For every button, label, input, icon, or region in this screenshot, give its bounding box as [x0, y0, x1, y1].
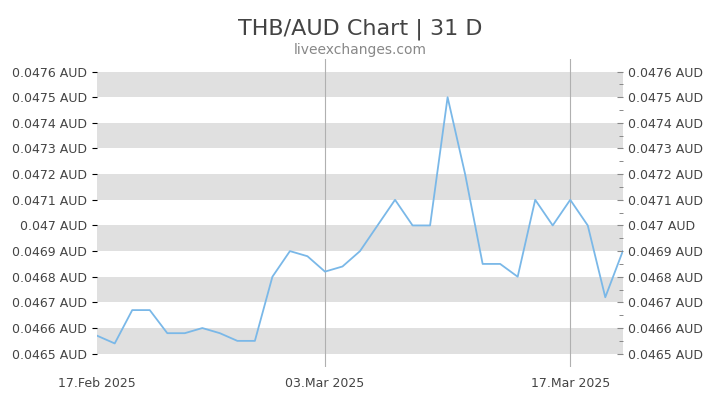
Bar [97, 328, 623, 354]
Bar [97, 174, 623, 200]
Bar [97, 97, 623, 123]
Bar [97, 72, 623, 97]
Bar [97, 251, 623, 277]
Bar [97, 226, 623, 251]
Text: THB/AUD Chart | 31 D: THB/AUD Chart | 31 D [238, 18, 482, 40]
Bar [97, 123, 623, 149]
Bar [97, 277, 623, 303]
Bar [97, 303, 623, 328]
Text: liveexchanges.com: liveexchanges.com [294, 43, 426, 57]
Bar [97, 149, 623, 174]
Bar [97, 200, 623, 226]
